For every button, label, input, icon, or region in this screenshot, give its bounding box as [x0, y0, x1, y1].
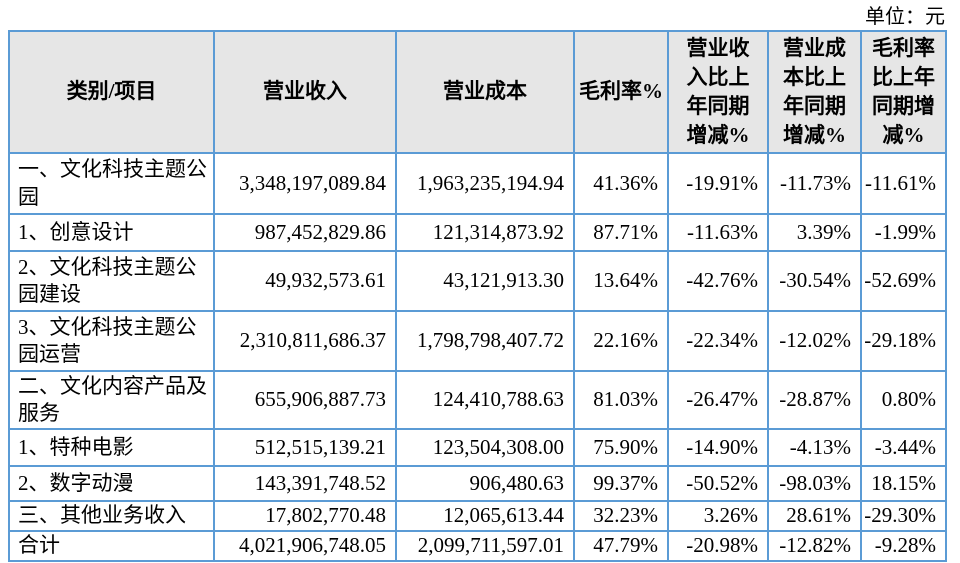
cell-revenue: 143,391,748.52: [213, 465, 397, 502]
cell-revenue-yoy: -11.63%: [667, 213, 769, 252]
cell-category: 1、特种电影: [8, 428, 215, 467]
cell-margin: 32.23%: [573, 500, 669, 532]
cell-margin: 22.16%: [573, 310, 669, 372]
cell-revenue-yoy: -42.76%: [667, 250, 769, 312]
cell-cost-yoy: 3.39%: [767, 213, 862, 252]
table-row: 2、文化科技主题公园建设 49,932,573.61 43,121,913.30…: [8, 250, 947, 312]
cell-margin: 13.64%: [573, 250, 669, 312]
cell-cost: 12,065,613.44: [395, 500, 575, 532]
cell-margin-yoy: -52.69%: [860, 250, 947, 312]
cell-margin: 87.71%: [573, 213, 669, 252]
cell-margin-yoy: -11.61%: [860, 152, 947, 215]
header-row: 类别/项目 营业收入 营业成本 毛利率% 营业收入比上年同期增减% 营业成本比上…: [8, 30, 947, 154]
col-header-category: 类别/项目: [8, 30, 215, 154]
cell-category: 2、文化科技主题公园建设: [8, 250, 215, 312]
cell-margin: 99.37%: [573, 465, 669, 502]
cell-category: 3、文化科技主题公园运营: [8, 310, 215, 372]
cell-revenue: 512,515,139.21: [213, 428, 397, 467]
cell-category: 三、其他业务收入: [8, 500, 215, 532]
table-row: 二、文化内容产品及服务 655,906,887.73 124,410,788.6…: [8, 370, 947, 430]
cell-revenue-yoy: -26.47%: [667, 370, 769, 430]
table-row: 2、数字动漫 143,391,748.52 906,480.63 99.37% …: [8, 465, 947, 502]
cell-revenue: 17,802,770.48: [213, 500, 397, 532]
cell-cost: 121,314,873.92: [395, 213, 575, 252]
cell-cost: 1,963,235,194.94: [395, 152, 575, 215]
cell-margin-yoy: 18.15%: [860, 465, 947, 502]
col-header-margin-yoy: 毛利率比上年同期增减%: [860, 30, 947, 154]
cell-margin: 41.36%: [573, 152, 669, 215]
cell-margin-yoy: -9.28%: [860, 530, 947, 562]
table-row: 三、其他业务收入 17,802,770.48 12,065,613.44 32.…: [8, 500, 947, 532]
cell-cost: 43,121,913.30: [395, 250, 575, 312]
cell-revenue: 4,021,906,748.05: [213, 530, 397, 562]
cell-revenue-yoy: 3.26%: [667, 500, 769, 532]
cell-margin-yoy: -29.30%: [860, 500, 947, 532]
cell-margin: 75.90%: [573, 428, 669, 467]
col-header-cost-yoy-text: 营业成本比上年同期增减%: [782, 36, 846, 147]
cell-margin: 81.03%: [573, 370, 669, 430]
table-header: 类别/项目 营业收入 营业成本 毛利率% 营业收入比上年同期增减% 营业成本比上…: [8, 30, 947, 154]
cell-cost: 123,504,308.00: [395, 428, 575, 467]
cell-revenue: 2,310,811,686.37: [213, 310, 397, 372]
cell-cost-yoy: -30.54%: [767, 250, 862, 312]
cell-cost-yoy: -11.73%: [767, 152, 862, 215]
col-header-revenue-yoy: 营业收入比上年同期增减%: [667, 30, 769, 154]
cell-cost-yoy: 28.61%: [767, 500, 862, 532]
cell-cost: 906,480.63: [395, 465, 575, 502]
cell-cost-yoy: -98.03%: [767, 465, 862, 502]
table-row: 3、文化科技主题公园运营 2,310,811,686.37 1,798,798,…: [8, 310, 947, 372]
income-breakdown-table: 类别/项目 营业收入 营业成本 毛利率% 营业收入比上年同期增减% 营业成本比上…: [8, 30, 947, 562]
cell-revenue: 3,348,197,089.84: [213, 152, 397, 215]
cell-revenue-yoy: -19.91%: [667, 152, 769, 215]
col-header-margin: 毛利率%: [573, 30, 669, 154]
table-row: 1、特种电影 512,515,139.21 123,504,308.00 75.…: [8, 428, 947, 467]
cell-margin: 47.79%: [573, 530, 669, 562]
cell-revenue: 49,932,573.61: [213, 250, 397, 312]
col-header-margin-yoy-text: 毛利率比上年同期增减%: [871, 36, 935, 147]
cell-cost-yoy: -4.13%: [767, 428, 862, 467]
cell-margin-yoy: -29.18%: [860, 310, 947, 372]
cell-cost: 2,099,711,597.01: [395, 530, 575, 562]
cell-margin-yoy: -1.99%: [860, 213, 947, 252]
cell-category: 1、创意设计: [8, 213, 215, 252]
cell-revenue-yoy: -50.52%: [667, 465, 769, 502]
cell-category: 一、文化科技主题公园: [8, 152, 215, 215]
table-row: 1、创意设计 987,452,829.86 121,314,873.92 87.…: [8, 213, 947, 252]
cell-category: 合计: [8, 530, 215, 562]
cell-margin-yoy: -3.44%: [860, 428, 947, 467]
cell-cost-yoy: -12.82%: [767, 530, 862, 562]
table-body: 一、文化科技主题公园 3,348,197,089.84 1,963,235,19…: [8, 152, 947, 562]
col-header-revenue-yoy-text: 营业收入比上年同期增减%: [686, 36, 750, 147]
cell-cost-yoy: -28.87%: [767, 370, 862, 430]
cell-cost: 124,410,788.63: [395, 370, 575, 430]
cell-revenue-yoy: -14.90%: [667, 428, 769, 467]
col-header-cost-yoy: 营业成本比上年同期增减%: [767, 30, 862, 154]
cell-category: 2、数字动漫: [8, 465, 215, 502]
cell-revenue: 655,906,887.73: [213, 370, 397, 430]
unit-label: 单位：元: [865, 6, 945, 28]
table-row: 一、文化科技主题公园 3,348,197,089.84 1,963,235,19…: [8, 152, 947, 215]
table-row-total: 合计 4,021,906,748.05 2,099,711,597.01 47.…: [8, 530, 947, 562]
col-header-cost: 营业成本: [395, 30, 575, 154]
cell-category: 二、文化内容产品及服务: [8, 370, 215, 430]
cell-revenue: 987,452,829.86: [213, 213, 397, 252]
cell-margin-yoy: 0.80%: [860, 370, 947, 430]
cell-revenue-yoy: -22.34%: [667, 310, 769, 372]
col-header-revenue: 营业收入: [213, 30, 397, 154]
cell-cost-yoy: -12.02%: [767, 310, 862, 372]
cell-revenue-yoy: -20.98%: [667, 530, 769, 562]
cell-cost: 1,798,798,407.72: [395, 310, 575, 372]
